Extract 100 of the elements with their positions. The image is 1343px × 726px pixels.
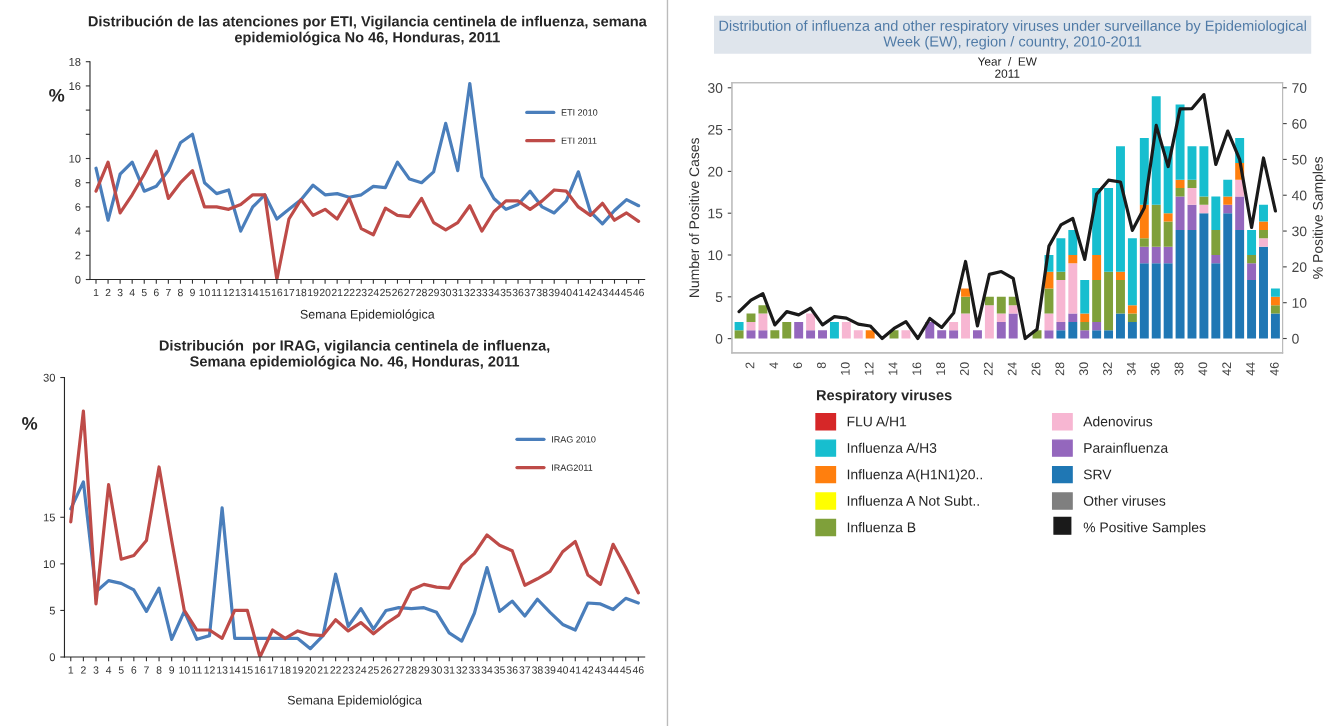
x-tick-label: 11 [192,666,202,674]
y2-axis-title: % Positive Samples [1312,156,1326,279]
bar [984,296,994,306]
legend-label: IRAG2011 [552,464,593,471]
x-tick-label: 19 [308,288,319,297]
x-tick-label: 44 [608,288,620,297]
legend-label: Influenza A(H1N1)20.. [847,469,982,483]
bar [1187,229,1197,339]
x-tick-label: 45 [621,288,632,297]
bar [1092,280,1102,322]
y2-tick-label: 40 [1291,190,1307,201]
bar [1056,238,1066,272]
legend-label: Other viruses [1083,495,1166,506]
bar [1068,229,1078,256]
bar [1068,263,1078,314]
y-tick-label: 16 [69,82,81,91]
bar [1116,280,1125,314]
bar [1068,321,1078,339]
x-tick-label: 26 [380,666,392,674]
bar [937,330,947,339]
x-tick-label: 10 [840,362,850,375]
x-tick-label: 40 [1198,362,1208,376]
bar [1187,146,1197,180]
y-tick-label: 15 [43,513,55,522]
bar [949,321,959,331]
x-tick-label: 29 [418,666,430,674]
x-tick-label: 20 [960,362,969,376]
bar [1139,246,1149,264]
x-tick-label: 29 [428,288,439,297]
bar [949,330,959,339]
x-tick-label: 12 [204,666,215,674]
bar [1056,271,1066,281]
y-tick-label: 20 [708,166,723,177]
x-tick-label: 27 [393,666,404,674]
x-tick-label: 33 [468,666,480,674]
bar [961,313,970,339]
x-tick-label: 31 [452,288,464,297]
x-tick-label: 15 [259,288,271,297]
x-tick-label: 10 [199,288,210,297]
y2-tick-label: 20 [1292,262,1307,273]
x-tick-label: 32 [456,666,468,674]
x-tick-label: 13 [217,666,228,674]
bar [1116,313,1125,339]
bar [1139,238,1149,247]
y-axis-title: % [22,417,38,430]
x-tick-label: 22 [343,288,355,297]
bar [1270,313,1280,339]
bar [1199,213,1209,339]
bar [758,313,768,331]
x-tick-label: 7 [165,288,171,297]
y-tick-label: 15 [708,208,723,219]
bar [746,330,756,339]
x-tick-label: 38 [1174,362,1184,376]
x-tick-label: 28 [406,666,417,674]
x-tick-label: 18 [280,666,291,674]
bar [841,321,851,339]
bar [1163,246,1173,264]
bar [1008,313,1018,339]
x-tick-label: 22 [983,362,993,376]
x-tick-label: 26 [392,288,403,297]
x-tick-label: 5 [141,288,147,297]
x-tick-label: 8 [817,362,826,369]
bar [1247,255,1257,264]
text: Year / EW [977,57,1037,66]
x-tick-label: 24 [1007,362,1017,376]
x-tick-label: 37 [524,288,536,297]
x-axis-title: Semana Epidemiológica [287,695,422,708]
line-series [94,149,641,280]
bar [1151,263,1161,339]
x-tick-label: 38 [532,666,543,674]
x-tick-label: 40 [557,666,569,674]
bar [794,321,804,339]
bar [1259,204,1268,222]
x-tick-label: 30 [440,288,452,297]
x-tick-label: 17 [267,666,278,674]
x-tick-label: 43 [594,666,606,674]
x-tick-label: 14 [888,362,898,375]
x-tick-label: 3 [93,666,99,674]
y-tick-label: 30 [707,83,723,93]
bar [1044,288,1054,314]
x-tick-label: 1 [68,666,74,674]
line-series [69,480,640,651]
x-tick-label: 4 [129,288,135,297]
chart-title: Distribución de las atenciones por ETI, Vigilancia centinela de influenza, semana epidemiológica No 46, Honduras, 2011 [88,15,647,46]
bar [829,321,839,339]
bar [1104,188,1114,272]
x-tick-label: 25 [368,666,379,674]
x-tick-label: 39 [544,666,556,674]
x-tick-label: 5 [118,666,124,674]
legend-label: SRV [1083,469,1112,480]
x-tick-label: 9 [190,288,195,297]
x-tick-label: 36 [506,666,518,674]
x-tick-label: 18 [295,288,307,297]
bar [1223,213,1233,339]
x-tick-label: 6 [131,666,137,674]
bar [1044,330,1054,339]
x-tick-label: 37 [519,666,531,674]
x-tick-label: 15 [242,666,253,674]
bar [770,330,780,339]
bar [961,288,970,297]
